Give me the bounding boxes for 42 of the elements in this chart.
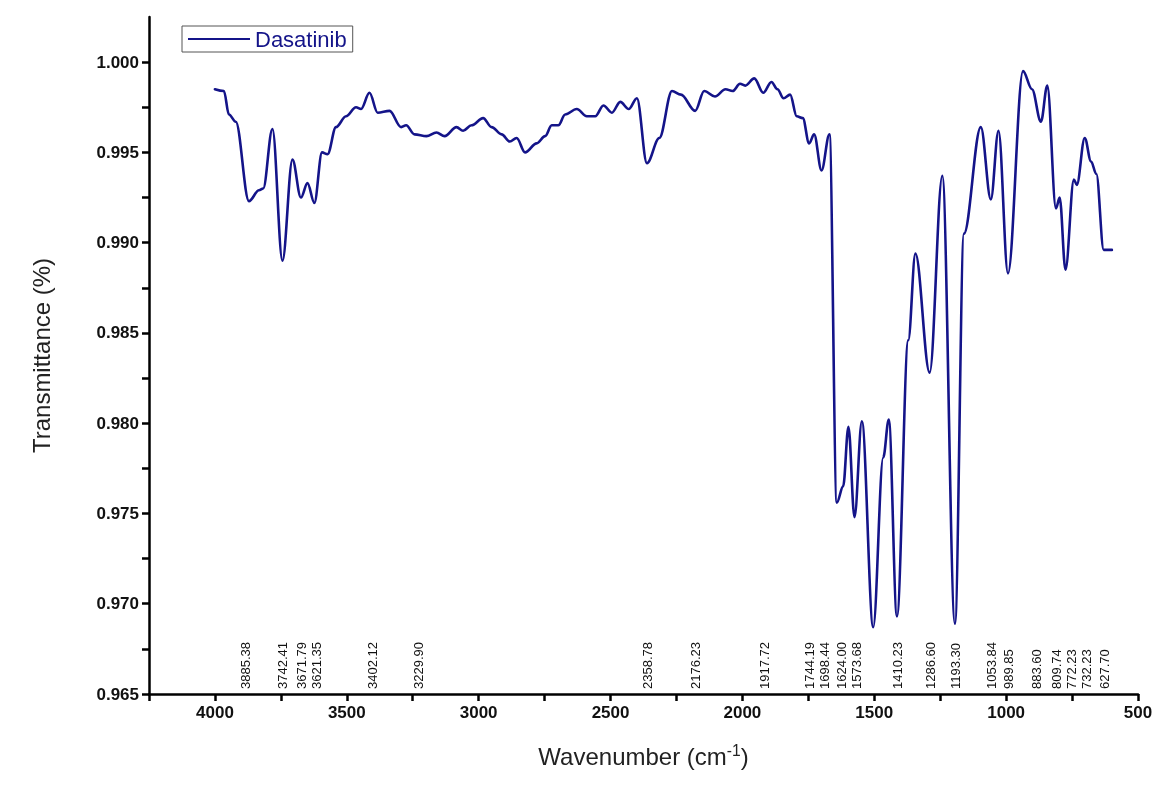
y-tick-label: 0.975 xyxy=(96,503,139,523)
annotation: 1573.68 xyxy=(849,642,865,689)
annotation: 2176.23 xyxy=(688,642,704,689)
y-tick-label: 0.995 xyxy=(96,142,139,162)
annotation: 1053.84 xyxy=(984,642,1000,689)
annotation: 3229.90 xyxy=(410,642,426,689)
annotation: 627.70 xyxy=(1096,649,1112,689)
x-tick-label: 1000 xyxy=(987,703,1026,722)
x-tick-label: 2000 xyxy=(723,703,762,722)
annotation: 883.60 xyxy=(1029,649,1045,689)
annotation: 989.85 xyxy=(1001,649,1017,689)
annotation: 772.23 xyxy=(1063,649,1079,689)
x-tick-label: 1500 xyxy=(855,703,894,722)
annotation: 1410.23 xyxy=(890,642,906,689)
y-tick-label: 1.000 xyxy=(96,52,139,72)
annotation: 732.23 xyxy=(1078,649,1094,689)
annotation: 809.74 xyxy=(1048,649,1064,689)
annotation: 1286.60 xyxy=(923,642,939,689)
annotation: 1917.72 xyxy=(756,642,772,689)
annotation: 1193.30 xyxy=(947,642,963,689)
annotation: 1624.00 xyxy=(834,642,850,689)
annotation: 3742.41 xyxy=(275,642,291,689)
y-axis-title: Transmittance (%) xyxy=(27,257,55,454)
annotation: 3885.38 xyxy=(237,642,253,689)
y-tick-label: 0.990 xyxy=(96,233,139,253)
x-tick-label: 2500 xyxy=(591,703,630,722)
line-series xyxy=(213,69,1114,629)
x-tick-label: 4000 xyxy=(196,703,234,722)
annotation: 3671.79 xyxy=(293,642,309,689)
y-tick-label: 0.965 xyxy=(96,684,139,704)
annotation: 1744.19 xyxy=(802,642,818,689)
annotation: 1698.44 xyxy=(817,642,833,689)
x-tick-label: 500 xyxy=(1123,703,1153,722)
x-tick-label: 3500 xyxy=(327,703,366,722)
y-tick-label: 0.985 xyxy=(96,323,139,343)
annotation: 2358.78 xyxy=(640,642,656,689)
y-tick-label: 0.970 xyxy=(96,594,139,614)
legend-label: Dasatinib xyxy=(255,26,347,52)
y-tick-label: 0.980 xyxy=(96,413,139,433)
x-tick-label: 3000 xyxy=(459,703,498,722)
annotation: 3402.12 xyxy=(365,642,381,689)
annotation: 3621.35 xyxy=(308,642,324,689)
